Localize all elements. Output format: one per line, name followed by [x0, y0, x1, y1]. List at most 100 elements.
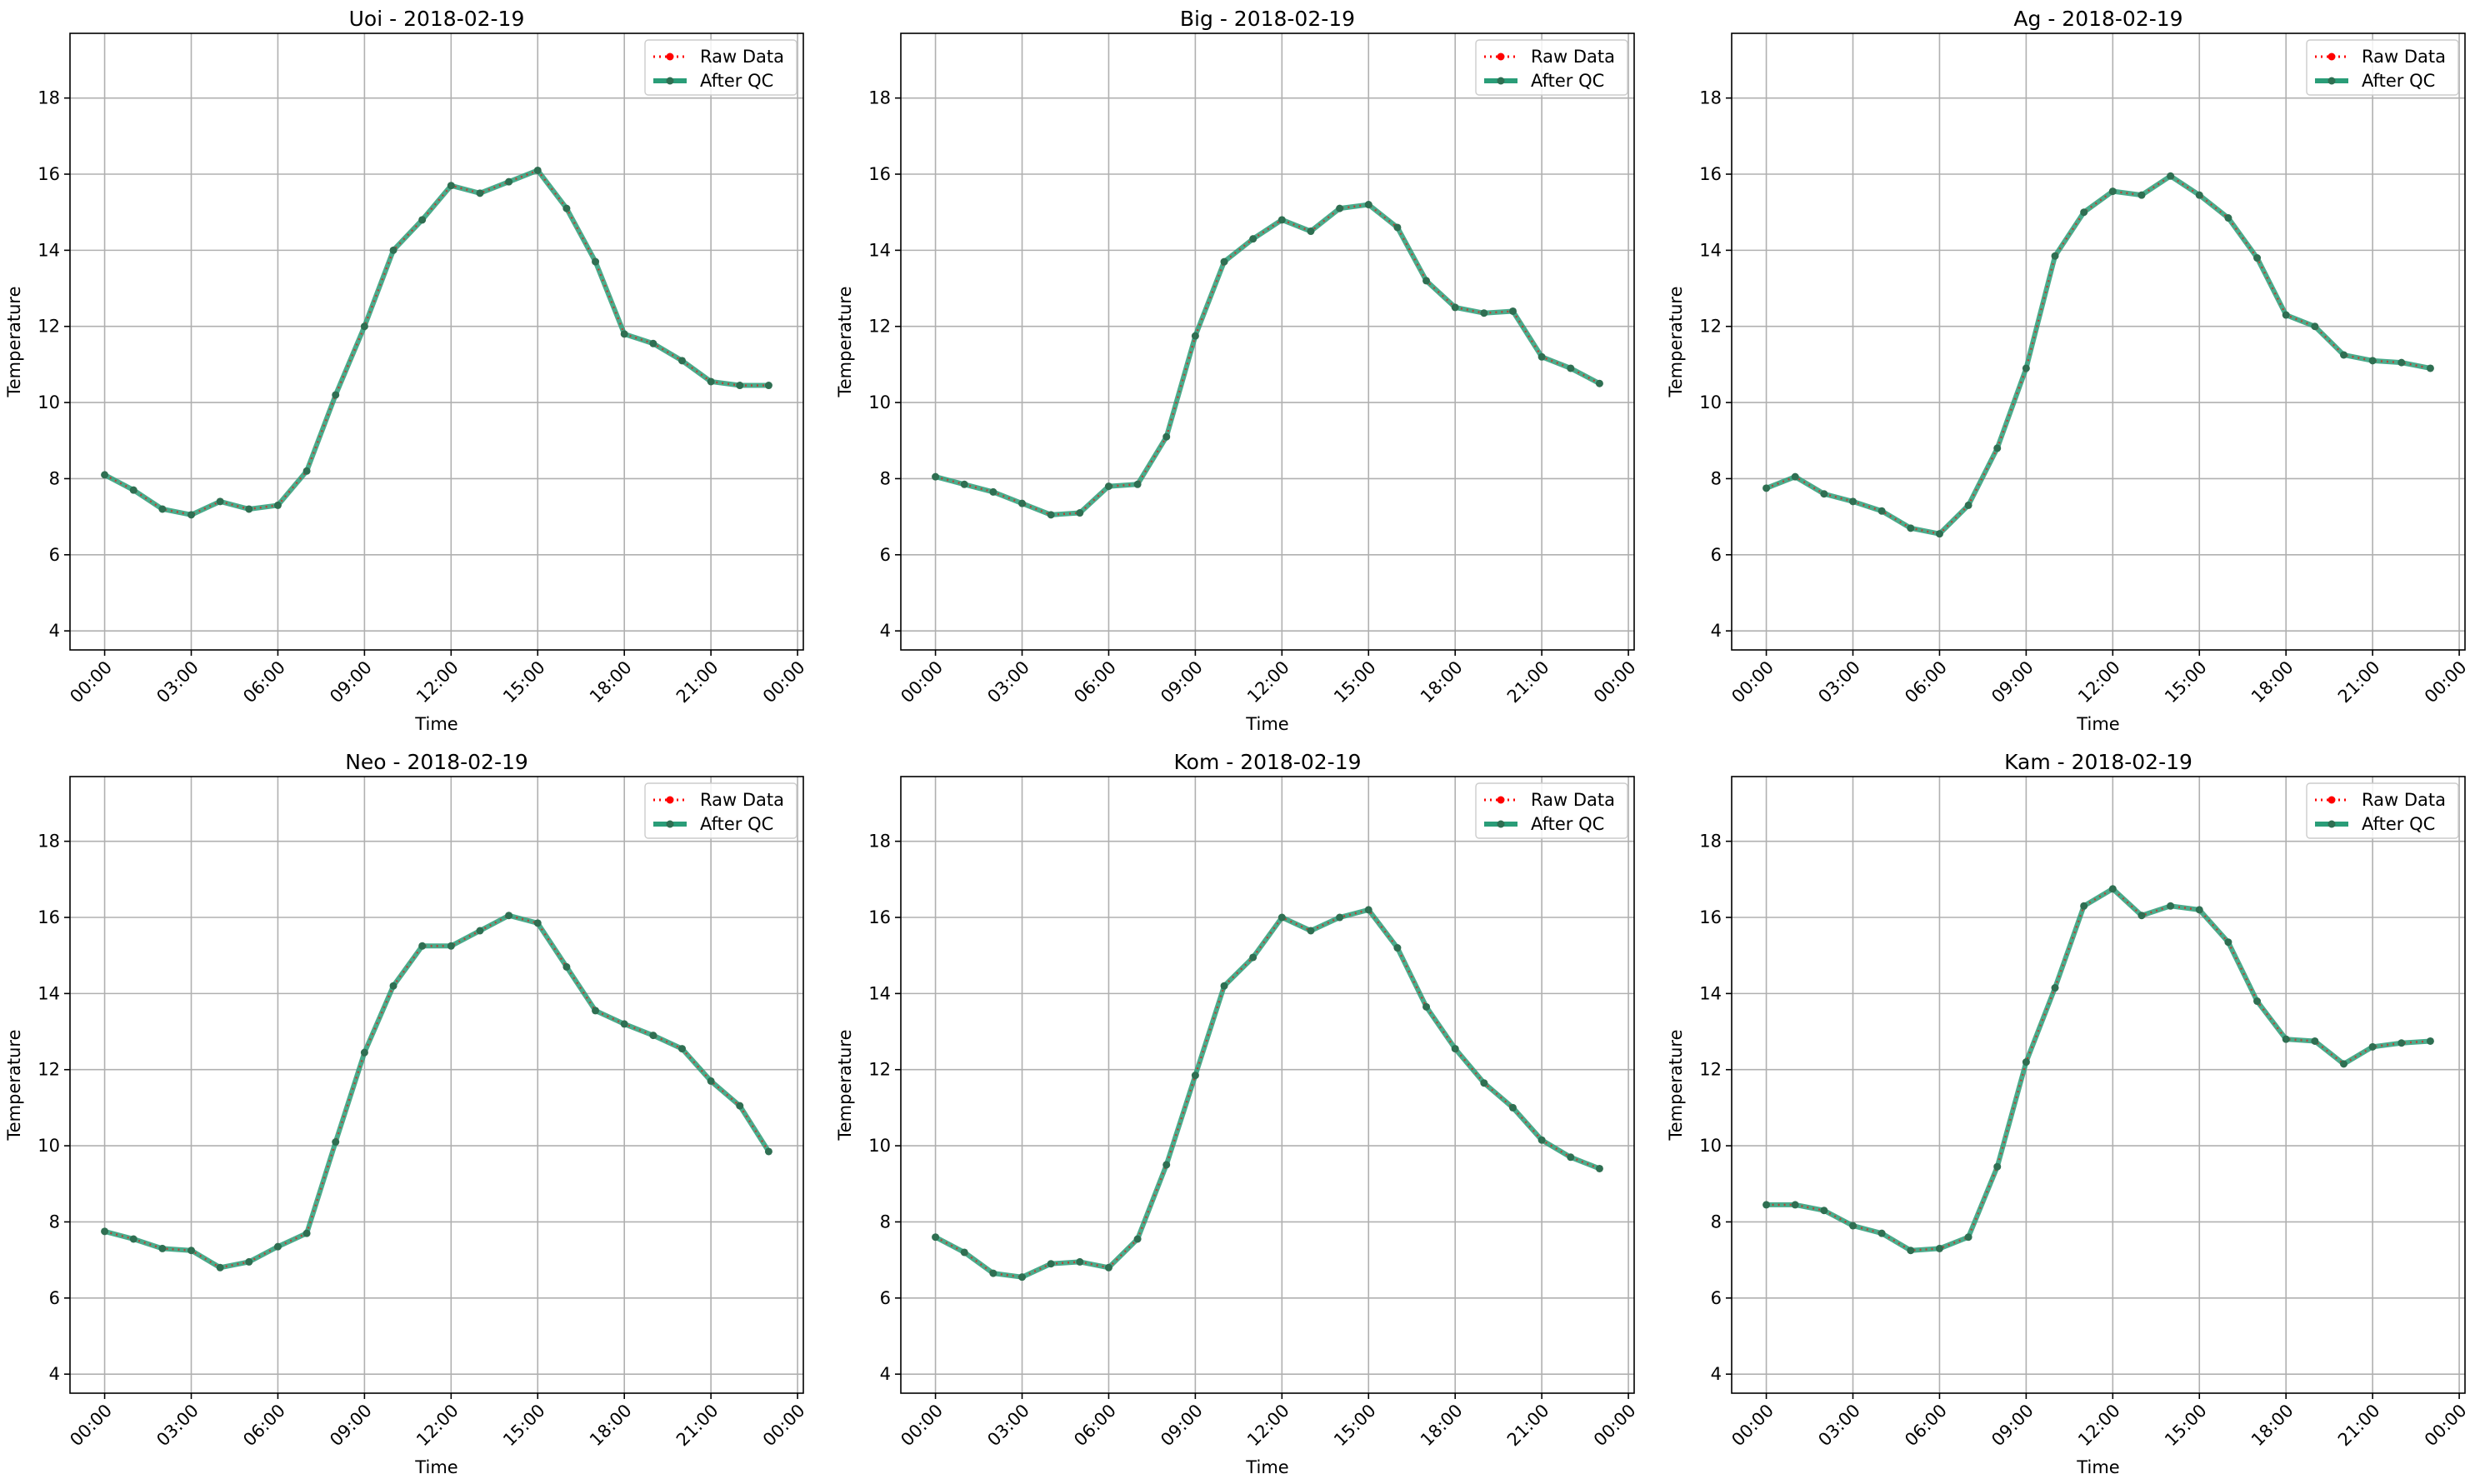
- y-tick-label: 16: [38, 907, 60, 927]
- legend: Raw Data After QC: [1475, 39, 1628, 96]
- after-qc-point: [1993, 1162, 2002, 1171]
- y-tick-label: 18: [38, 832, 60, 852]
- after-qc-point: [1538, 352, 1546, 361]
- after-qc-point: [1935, 1244, 1943, 1252]
- after-qc-point: [2022, 364, 2030, 372]
- y-tick-label: 10: [868, 392, 891, 412]
- after-qc-point: [1538, 1136, 1546, 1144]
- after-qc-point: [1162, 1161, 1171, 1169]
- after-qc-point: [764, 1147, 772, 1156]
- y-tick-label: 10: [1699, 392, 1722, 412]
- chart-panel-4: 00:00 03:00 06:00 09:00 12:00 15:00 18:00 21:00…: [4, 750, 809, 1477]
- after-qc-point: [764, 382, 772, 390]
- after-qc-point: [1762, 1201, 1771, 1209]
- legend-qc-marker: [2328, 77, 2336, 85]
- y-tick-label: 14: [38, 240, 60, 260]
- after-qc-point: [389, 982, 398, 990]
- y-tick-label: 4: [880, 1364, 891, 1384]
- y-tick-label: 14: [38, 983, 60, 1003]
- after-qc-point: [1993, 444, 2002, 452]
- after-qc-point: [1762, 484, 1771, 492]
- chart-panel-1: 00:00 03:00 06:00 09:00 12:00 15:00 18:00 21:00…: [4, 7, 809, 734]
- after-qc-point: [1508, 307, 1517, 315]
- after-qc-point: [736, 1102, 744, 1110]
- after-qc-point: [1567, 364, 1575, 372]
- y-tick-label: 6: [49, 1288, 60, 1308]
- after-qc-point: [418, 942, 427, 950]
- legend-raw-label: Raw Data: [700, 790, 784, 810]
- after-qc-point: [1018, 499, 1027, 507]
- after-qc-point: [2339, 1060, 2348, 1068]
- after-qc-point: [649, 339, 658, 347]
- after-qc-point: [2282, 1035, 2290, 1043]
- after-qc-point: [2108, 187, 2117, 196]
- grid: [70, 777, 803, 1393]
- x-axis-label: Time: [2076, 714, 2119, 734]
- after-qc-point: [2368, 1042, 2377, 1051]
- legend-raw-label: Raw Data: [700, 47, 784, 67]
- y-tick-label: 6: [880, 545, 891, 565]
- after-qc-point: [2426, 1037, 2434, 1045]
- grid: [1732, 33, 2465, 650]
- after-qc-point: [2138, 912, 2146, 920]
- y-tick-label: 16: [38, 164, 60, 184]
- after-qc-point: [620, 330, 628, 338]
- after-qc-point: [2253, 997, 2262, 1006]
- legend-qc-label: After QC: [1531, 71, 1604, 91]
- axes-frame: [69, 32, 804, 651]
- x-tick-label: 00:00: [2421, 657, 2471, 707]
- y-tick-label: 4: [1711, 1364, 1722, 1384]
- chart-title: Kam - 2018-02-19: [2004, 750, 2192, 774]
- legend-qc-label: After QC: [2362, 71, 2435, 91]
- series-line-raw-data: [104, 168, 769, 517]
- after-qc-point: [1820, 490, 1828, 498]
- y-tick-label: 8: [49, 1212, 60, 1232]
- x-tick-label: 00:00: [897, 657, 947, 707]
- y-tick-label: 4: [49, 1364, 60, 1384]
- y-tick-label: 12: [868, 1060, 891, 1080]
- after-qc-point: [1191, 1072, 1199, 1080]
- after-qc-point: [1422, 277, 1431, 285]
- y-tick-label: 18: [1699, 88, 1722, 108]
- after-qc-point: [1307, 227, 1315, 236]
- legend-raw-label: Raw Data: [1531, 790, 1615, 810]
- after-qc-point: [533, 919, 542, 927]
- after-qc-point: [1278, 913, 1286, 922]
- after-qc-point: [2311, 322, 2319, 331]
- legend-qc-label: After QC: [700, 71, 773, 91]
- after-qc-point: [1249, 235, 1258, 243]
- y-tick-label: 6: [880, 1288, 891, 1308]
- x-tick-label: 00:00: [759, 1401, 809, 1451]
- x-axis-label: Time: [1245, 1457, 1288, 1477]
- after-qc-point: [2426, 364, 2434, 372]
- y-axis-label: Temperature: [4, 286, 24, 397]
- x-tick-label: 18:00: [586, 1401, 636, 1451]
- y-tick-label: 8: [1711, 468, 1722, 488]
- chart-title: Neo - 2018-02-19: [345, 750, 528, 774]
- x-tick-label: 06:00: [1901, 657, 1951, 707]
- after-qc-point: [1076, 1257, 1084, 1266]
- y-tick-label: 12: [1699, 1060, 1722, 1080]
- chart-title: Uoi - 2018-02-19: [349, 7, 525, 31]
- after-qc-point: [620, 1020, 628, 1028]
- x-axis-label: Time: [1245, 714, 1288, 734]
- after-qc-point: [505, 177, 513, 186]
- after-qc-point: [1162, 432, 1171, 441]
- after-qc-point: [447, 942, 455, 950]
- y-tick-label: 14: [868, 983, 891, 1003]
- after-qc-point: [1104, 1263, 1112, 1272]
- after-qc-point: [1364, 906, 1372, 914]
- axes-frame: [900, 776, 1635, 1394]
- y-tick-label: 10: [1699, 1136, 1722, 1156]
- x-tick-label: 06:00: [1901, 1401, 1951, 1451]
- x-tick-label: 15:00: [499, 1401, 549, 1451]
- x-tick-label: 15:00: [1330, 1401, 1380, 1451]
- after-qc-point: [505, 912, 513, 920]
- x-tick-label: 18:00: [2248, 657, 2298, 707]
- after-qc-point: [447, 182, 455, 190]
- y-tick-label: 18: [868, 832, 891, 852]
- x-tick-label: 00:00: [759, 657, 809, 707]
- y-tick-label: 18: [1699, 832, 1722, 852]
- y-tick-label: 12: [38, 1060, 60, 1080]
- after-qc-point: [1820, 1207, 1828, 1215]
